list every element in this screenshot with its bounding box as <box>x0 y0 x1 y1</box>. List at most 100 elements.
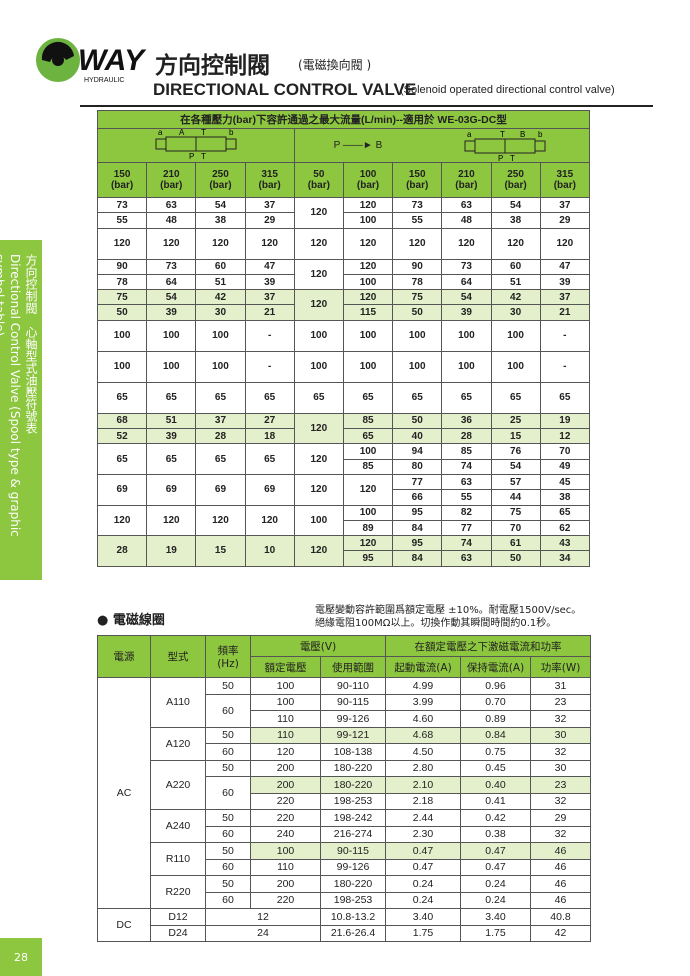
flow-cell: 65 <box>490 381 541 414</box>
flow-title: 在各種壓力(bar)下容許通過之最大流量(L/min)--適用於 WE-03G-… <box>97 110 590 129</box>
value-cell: 30 <box>530 759 592 777</box>
value-cell: 0.96 <box>460 677 532 695</box>
flow-cell: 63 <box>441 550 492 567</box>
flow-cell: 43 <box>539 535 591 552</box>
model-cell: A220 <box>150 759 206 810</box>
flow-cell: 54 <box>490 458 541 475</box>
flow-from: P <box>333 140 341 151</box>
value-cell: 4.99 <box>385 677 462 695</box>
value-cell: 46 <box>530 858 592 876</box>
flow-cell: 70 <box>490 519 541 537</box>
value-cell: 12 <box>205 908 321 926</box>
header-cell: 使用範圍 <box>319 656 387 678</box>
side-tab-en: Directional Control Valve (Spool type & … <box>0 254 22 537</box>
flow-to: B <box>375 140 383 151</box>
flow-cell: 85 <box>342 412 394 430</box>
pressure-unit: (bar) <box>209 180 232 191</box>
flow-cell: 100 <box>441 350 492 383</box>
flow-cell: 65 <box>539 504 591 521</box>
flow-cell: 74 <box>441 535 492 552</box>
symbol-label: P <box>189 152 194 159</box>
flow-cell: 28 <box>195 428 246 445</box>
flow-cell: - <box>539 319 591 352</box>
value-cell: 220 <box>250 809 321 827</box>
flow-cell: 84 <box>392 550 443 567</box>
side-tab-cn: 方向控制閥 心軸型式油壓符號表 <box>24 254 38 434</box>
flow-cell: 50 <box>392 304 443 321</box>
logo-text: WAY <box>78 44 147 77</box>
value-cell: 0.84 <box>460 726 532 744</box>
value-cell: 99-126 <box>319 858 387 876</box>
flow-cell: 51 <box>146 412 197 430</box>
flow-cell: 120 <box>293 473 344 506</box>
flow-cell: 30 <box>490 304 541 321</box>
flow-cell: - <box>244 350 295 383</box>
flow-cell: 51 <box>490 273 541 291</box>
flow-cell: 120 <box>342 196 394 214</box>
pressure-unit: (bar) <box>110 180 134 191</box>
solenoid <box>225 138 237 150</box>
flow-cell: 69 <box>146 473 197 506</box>
freq-cell: 60 <box>205 693 251 728</box>
coil-row: 60 220 198-253 0.24 0.24 46 <box>98 891 592 909</box>
pressure-cell: 150 (bar) <box>96 162 148 198</box>
flow-cell: 100 <box>392 319 443 352</box>
value-cell: 90-110 <box>319 677 387 695</box>
flow-cell: 54 <box>146 289 197 306</box>
freq-cell: 60 <box>205 743 251 761</box>
value-cell: 2.30 <box>385 825 462 843</box>
subtitle-en: (Solenoid operated directional control v… <box>400 84 615 96</box>
flow-cell: 51 <box>195 273 246 291</box>
flow-cell: 89 <box>342 519 394 537</box>
pressure-cell: 210 (bar) <box>441 162 492 198</box>
value-cell: 0.70 <box>460 693 532 711</box>
value-cell: 42 <box>530 924 592 942</box>
flow-cell: 73 <box>96 196 148 214</box>
header-cell: 電源 <box>97 635 151 678</box>
flow-row: 95 84 63 50 34 <box>98 550 591 567</box>
flow-cell: 95 <box>392 504 443 521</box>
symbol-label: a <box>467 131 472 139</box>
flow-cell: 50 <box>96 304 148 321</box>
value-cell: 1.75 <box>460 924 532 942</box>
flow-cell: 120 <box>195 227 246 260</box>
flow-cell: 77 <box>392 473 443 491</box>
coil-row: AC A110 50 100 90-110 4.99 0.96 31 <box>97 677 592 909</box>
flow-cell: 120 <box>342 258 394 275</box>
flow-cell: 64 <box>441 273 492 291</box>
valve-box <box>504 138 536 153</box>
value-cell: 110 <box>250 726 321 744</box>
flow-cell: 75 <box>490 504 541 521</box>
flow-cell: 28 <box>96 535 148 567</box>
pressure-value: 210 <box>458 169 475 180</box>
flow-cell: 75 <box>96 289 148 306</box>
header-cell: 頻率 (Hz) <box>205 635 251 678</box>
value-cell: 0.40 <box>460 776 532 794</box>
flow-cell: 55 <box>441 489 492 506</box>
flow-cell: 30 <box>195 304 246 321</box>
value-cell: 198-253 <box>319 792 387 810</box>
flow-cell: 65 <box>146 381 197 414</box>
coil-row: 110 99-126 4.60 0.89 32 <box>98 710 592 728</box>
pressure-unit: (bar) <box>504 180 527 191</box>
solenoid <box>155 138 167 150</box>
flow-cell: 57 <box>490 473 541 491</box>
value-cell: 100 <box>250 842 321 860</box>
coil-row: R220 50 200 180-220 0.24 0.24 46 <box>98 875 592 909</box>
flow-cell: 65 <box>96 443 148 475</box>
flow-cell: 48 <box>441 212 492 229</box>
value-cell: 240 <box>250 825 321 843</box>
flow-row: 52 39 28 18 65 40 28 15 12 <box>96 428 591 445</box>
flow-cell: 100 <box>342 504 394 521</box>
flow-cell: 39 <box>441 304 492 321</box>
flow-cell: 85 <box>342 458 394 475</box>
flow-row: 50 39 30 21 115 50 39 30 21 <box>96 304 591 321</box>
flow-cell: 77 <box>441 519 492 537</box>
coil-row: R110 50 100 90-115 0.47 0.47 46 <box>98 842 592 876</box>
value-cell: 32 <box>530 792 592 810</box>
flow-cell: 120 <box>293 412 344 445</box>
flow-cell: 10 <box>244 535 295 567</box>
value-cell: 198-242 <box>319 809 387 827</box>
flow-cell: 120 <box>441 227 492 260</box>
